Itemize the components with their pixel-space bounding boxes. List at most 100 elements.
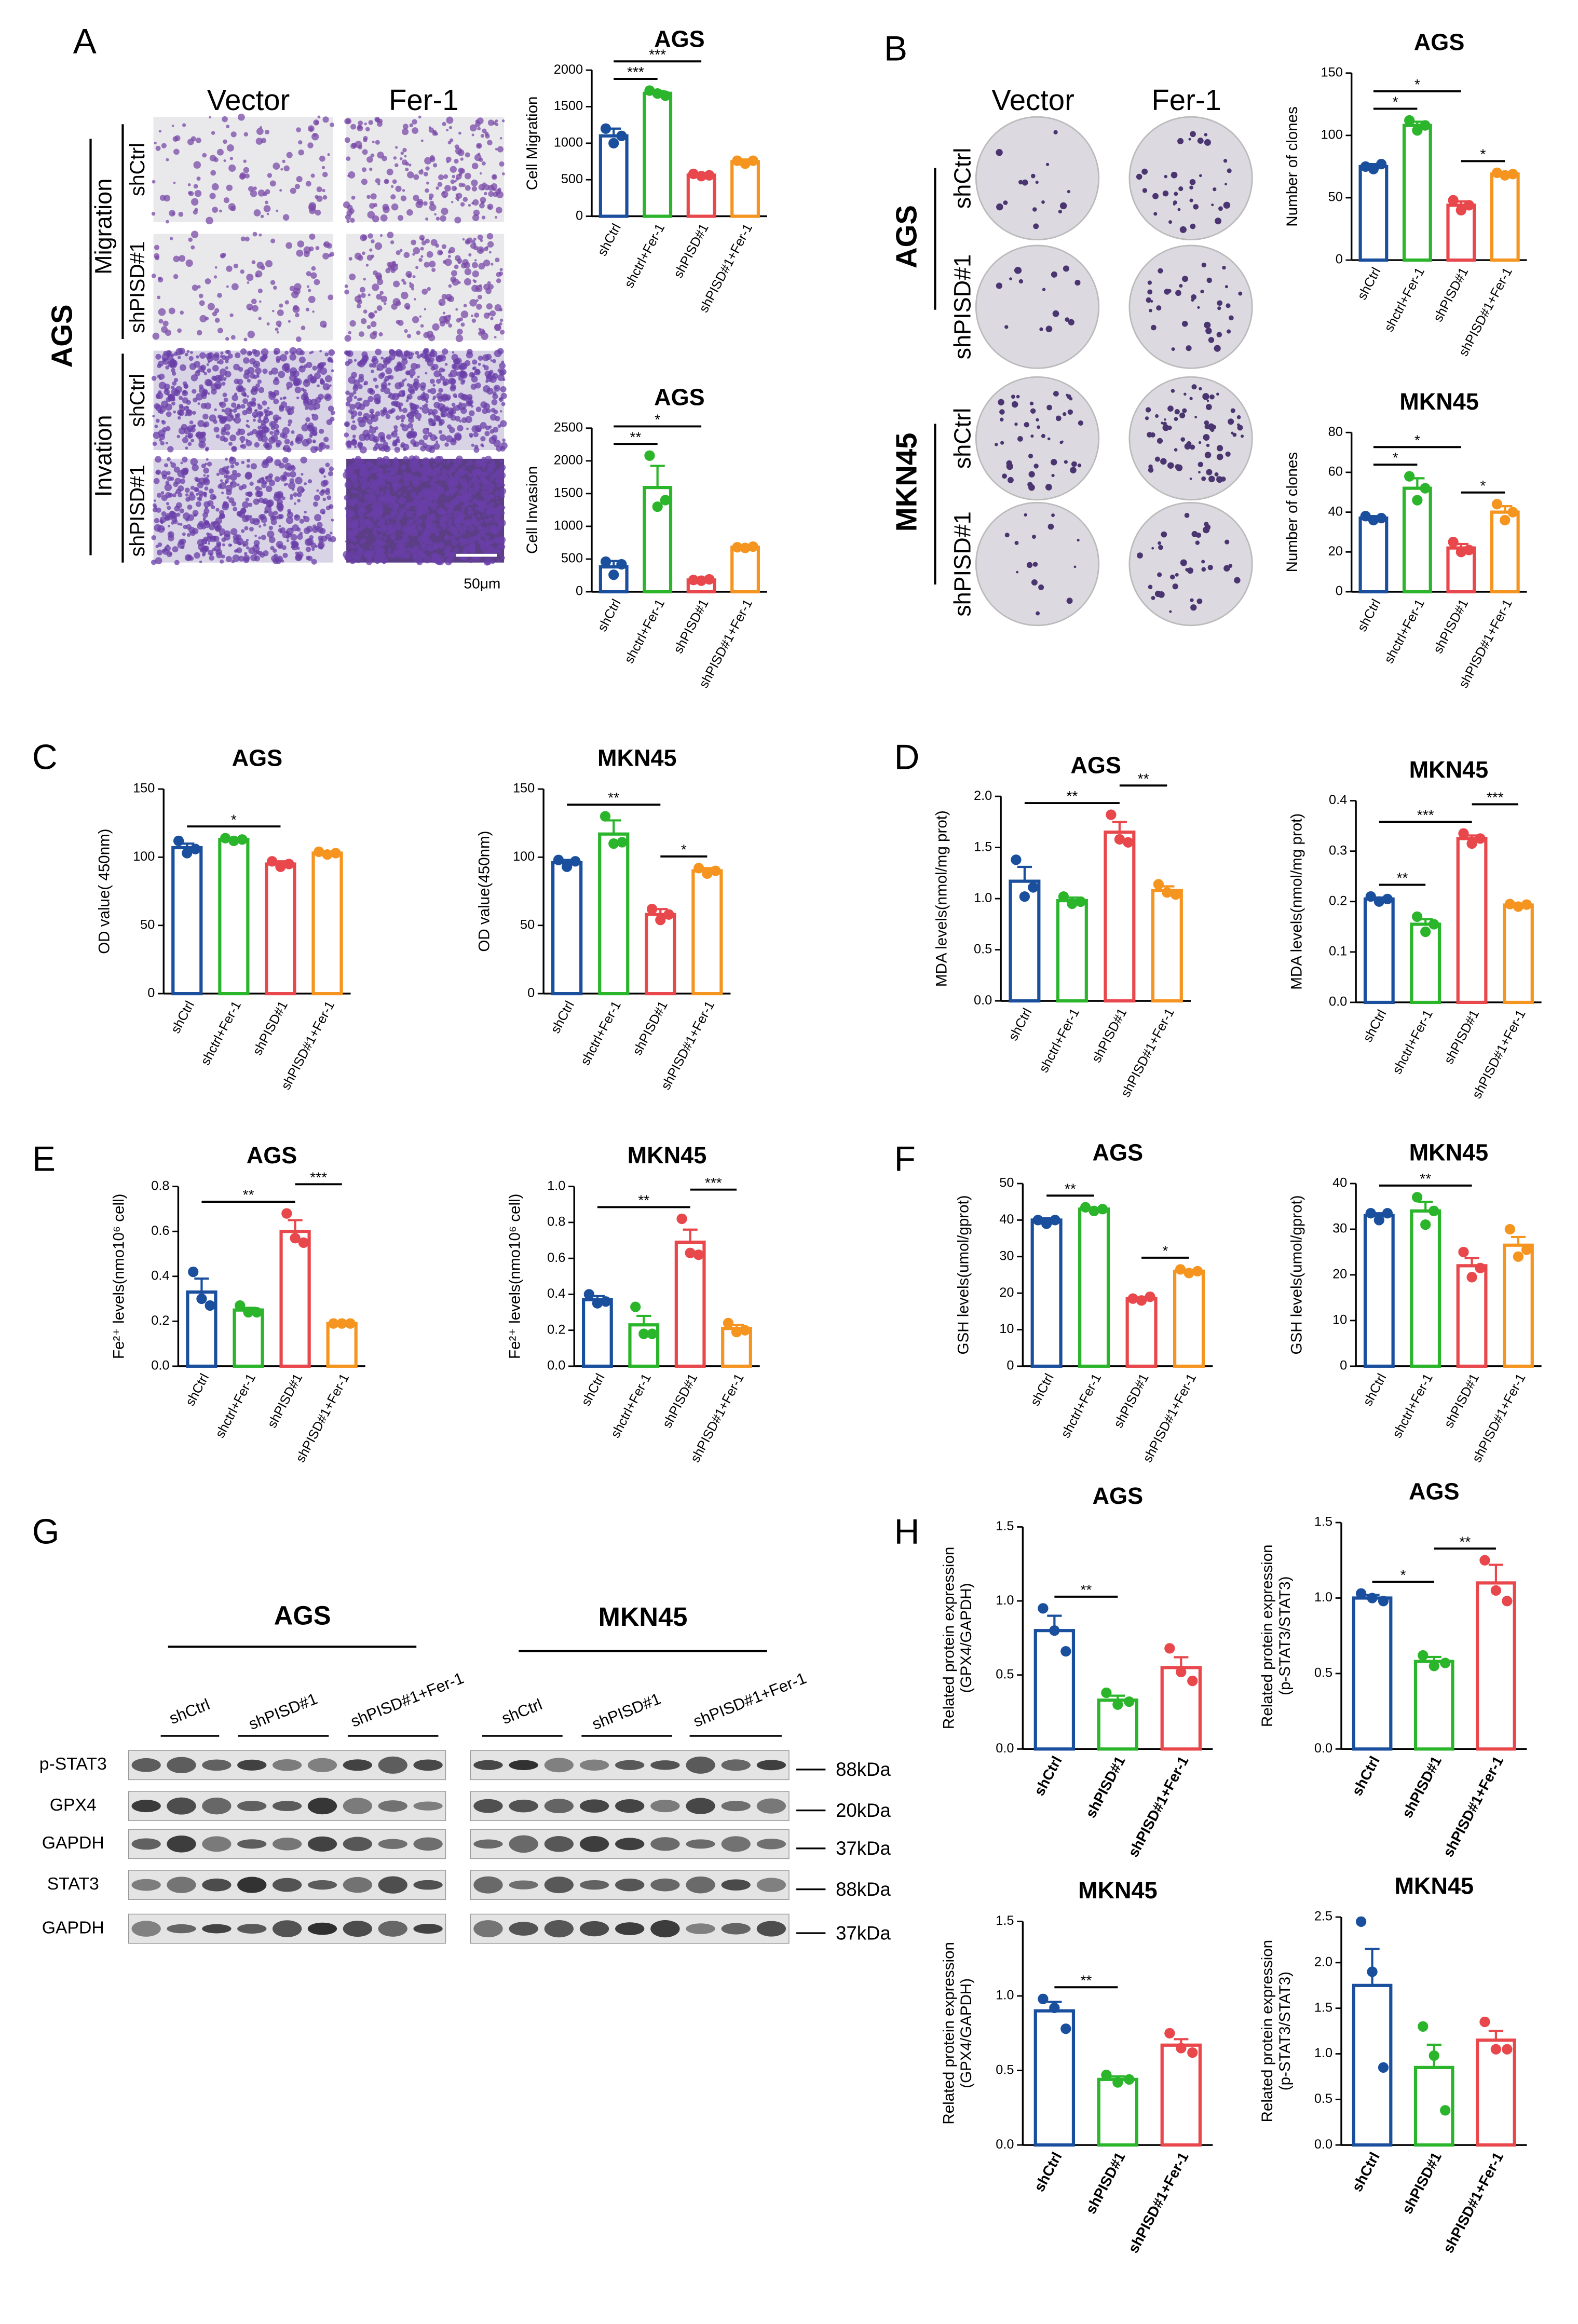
cell-stain: [187, 139, 194, 145]
blot-band: [721, 1759, 751, 1771]
cell-stain: [387, 262, 391, 267]
cell-stain: [220, 479, 223, 482]
cell-stain: [431, 268, 436, 273]
cell-stain: [296, 176, 303, 183]
cell-stain: [422, 457, 430, 465]
cell-stain: [282, 427, 290, 435]
cell-stain: [375, 411, 380, 417]
data-point: [1038, 1993, 1049, 2004]
cell-stain: [151, 274, 156, 278]
data-point: [1097, 1204, 1108, 1215]
cell-stain: [217, 484, 223, 489]
cell-stain: [399, 157, 403, 160]
cell-stain: [191, 198, 199, 206]
cell-stain: [473, 447, 480, 453]
y-tick-label: 60: [1328, 465, 1343, 479]
y-tick-label: 40: [1328, 504, 1343, 519]
cell-stain: [239, 436, 246, 442]
cell-stain: [420, 247, 424, 251]
chart-title: AGS: [1093, 1483, 1144, 1509]
cell-stain: [203, 520, 209, 526]
cell-stain: [429, 351, 435, 357]
colony: [1216, 332, 1222, 337]
data-point: [1112, 1699, 1123, 1710]
cell-stain: [277, 514, 282, 520]
cell-stain: [481, 478, 487, 484]
significance-label: ***: [649, 46, 666, 62]
cell-stain: [466, 400, 472, 407]
colony: [1002, 473, 1007, 479]
cell-stain: [209, 414, 216, 422]
cell-stain: [247, 432, 251, 437]
column-label: Vector: [207, 84, 290, 116]
colony: [1189, 397, 1193, 400]
cell-stain: [238, 366, 243, 372]
cell-stain: [494, 349, 502, 358]
cell-stain: [303, 527, 310, 534]
cell-stain: [491, 434, 498, 441]
cell-stain: [350, 439, 358, 446]
cell-stain: [208, 550, 214, 556]
data-point: [1404, 471, 1415, 482]
cell-stain: [187, 514, 195, 521]
cell-stain: [399, 402, 403, 407]
cell-stain: [485, 543, 489, 547]
cell-stain: [246, 538, 249, 542]
colony: [1145, 407, 1151, 413]
y-tick-label: 1.5: [1314, 2000, 1332, 2015]
blot-band: [509, 1922, 538, 1936]
cell-stain: [151, 560, 157, 565]
cell-stain: [308, 404, 315, 411]
blot-band: [544, 1920, 574, 1938]
data-point: [1475, 833, 1486, 844]
cell-stain: [232, 554, 240, 562]
cell-stain: [302, 439, 310, 447]
cell-stain: [277, 309, 284, 316]
cell-stain: [476, 514, 481, 518]
colony: [1162, 424, 1169, 431]
data-point: [1420, 483, 1431, 494]
colony: [1018, 180, 1023, 185]
data-point: [1075, 896, 1086, 907]
bar: [218, 838, 250, 996]
cell-stain: [366, 156, 373, 163]
cell-stain: [467, 460, 473, 466]
colony: [998, 399, 1004, 406]
colony: [1011, 401, 1018, 408]
data-point: [243, 1307, 254, 1318]
cell-stain: [457, 533, 461, 537]
colony: [1175, 290, 1181, 296]
cell-stain: [490, 359, 493, 362]
data-point: [1479, 1555, 1490, 1566]
cell-stain: [154, 505, 157, 509]
cell-stain: [469, 124, 477, 132]
cell-stain: [455, 308, 458, 311]
cell-stain: [407, 486, 412, 491]
cell-stain: [189, 363, 197, 370]
cell-stain: [262, 480, 266, 484]
cell-stain: [418, 115, 421, 119]
cell-stain: [493, 192, 498, 197]
cell-stain: [171, 512, 178, 519]
cell-stain: [466, 240, 469, 244]
cell-stain: [213, 536, 220, 542]
cell-line-label: AGS: [46, 304, 78, 368]
colony: [1204, 522, 1209, 527]
colony: [1036, 418, 1039, 422]
cell-stain: [321, 471, 324, 474]
cell-stain: [304, 510, 307, 514]
cell-stain: [286, 539, 289, 542]
cell-stain: [454, 513, 457, 517]
cell-stain: [447, 295, 455, 303]
cell-stain: [373, 203, 378, 207]
blot-band: [686, 1839, 715, 1849]
cell-stain: [447, 519, 453, 524]
cell-stain: [197, 420, 205, 427]
cell-stain: [308, 289, 311, 292]
colony: [1204, 452, 1212, 458]
cell-stain: [454, 216, 461, 224]
cell-stain: [491, 174, 497, 180]
cell-stain: [225, 555, 232, 563]
cell-stain: [445, 545, 450, 549]
cell-stain: [207, 533, 213, 539]
